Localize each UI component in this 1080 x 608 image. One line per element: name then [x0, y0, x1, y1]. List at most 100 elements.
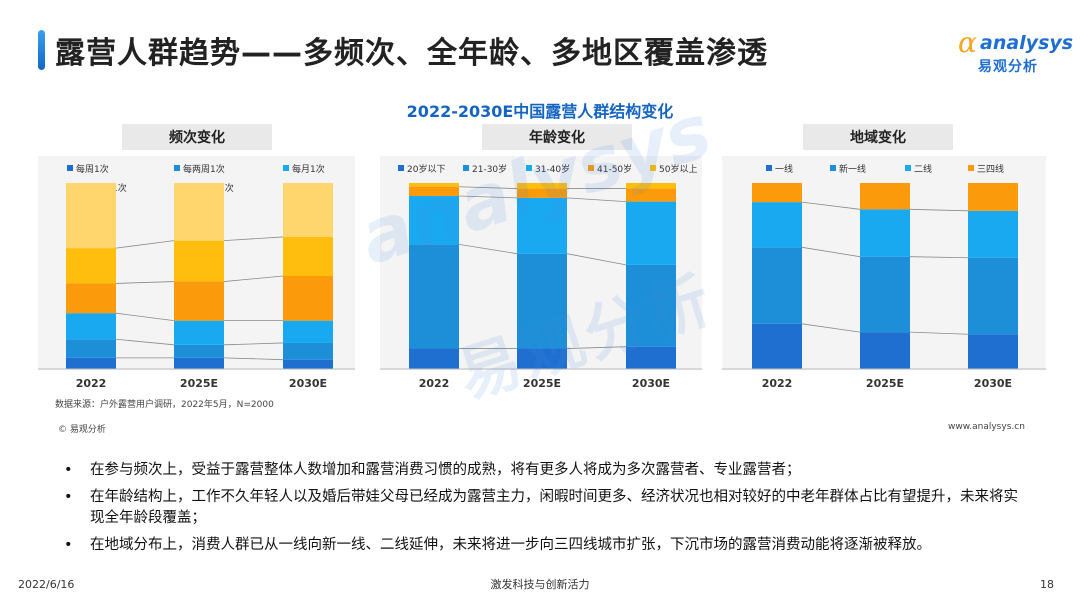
bar-segment-1-1-2	[517, 197, 567, 254]
bar-segment-1-1-3	[517, 188, 567, 198]
logo-cn-text: 易观分析	[978, 59, 1038, 75]
bar-segment-0-0-1	[66, 339, 116, 358]
legend-label-1-2: 31-40岁	[535, 163, 570, 175]
bar-segment-2-1-1	[860, 256, 910, 333]
x-tick-label-1-2: 2030E	[632, 377, 670, 390]
bar-segment-1-1-4	[517, 183, 567, 189]
bullet-age: 在年龄结构上，工作不久年轻人以及婚后带娃父母已经成为露营主力，闲暇时间更多、经济…	[62, 487, 1022, 529]
legend-swatch-1-1	[463, 165, 469, 171]
bar-segment-1-0-0	[409, 348, 459, 369]
connector-line-2-1-1	[909, 256, 969, 259]
x-tick-label-1-1: 2025E	[523, 377, 561, 390]
panel-title-box-2	[803, 124, 953, 150]
bar-segment-0-2-3	[283, 276, 333, 321]
bar-segment-2-0-1	[752, 247, 802, 324]
bar-segment-1-2-2	[626, 201, 676, 265]
website: www.analysys.cn	[948, 422, 1025, 432]
data-source: 数据来源：户外露营用户调研，2022年5月，N=2000	[55, 400, 274, 410]
logo-text: analysys	[980, 32, 1074, 54]
bar-segment-0-2-5	[283, 183, 333, 237]
bar-segment-1-0-4	[409, 183, 459, 187]
title-accent-bar	[38, 30, 45, 70]
legend-label-2-0: 一线	[775, 163, 793, 175]
bar-segment-0-2-4	[283, 236, 333, 276]
logo-swoosh-icon: ɑ	[958, 26, 977, 59]
page-title: 露营人群趋势——多频次、全年龄、多地区覆盖渗透	[55, 36, 768, 71]
legend-swatch-2-1	[830, 165, 836, 171]
bar-segment-2-1-0	[860, 332, 910, 369]
legend-swatch-1-4	[650, 165, 656, 171]
bar-segment-2-0-3	[752, 183, 802, 203]
legend-swatch-2-3	[968, 165, 974, 171]
bar-segment-0-1-2	[174, 320, 224, 345]
panel-title-2: 地域变化	[850, 129, 906, 146]
bar-segment-0-0-3	[66, 283, 116, 314]
x-tick-label-2-2: 2030E	[974, 377, 1012, 390]
legend-label-0-0: 每周1次	[76, 163, 109, 175]
connector-line-1-0-2	[458, 195, 518, 199]
bar-segment-2-2-0	[968, 334, 1018, 369]
connector-line-2-1-2	[909, 208, 969, 212]
bullet-list: 在参与频次上，受益于露营整体人数增加和露营消费习惯的成熟，将有更多人将成为多次露…	[62, 460, 1022, 562]
bar-segment-0-1-4	[174, 240, 224, 282]
legend-label-2-1: 新一线	[839, 163, 866, 175]
bar-segment-2-2-1	[968, 257, 1018, 335]
connector-line-0-1-1	[223, 342, 284, 346]
connector-line-2-0-2	[801, 201, 861, 210]
panel-title-1: 年龄变化	[529, 129, 585, 146]
bar-segment-1-2-3	[626, 188, 676, 202]
bar-segment-0-0-4	[66, 248, 116, 284]
legend-swatch-2-2	[905, 165, 911, 171]
legend-label-0-1: 每两周1次	[183, 163, 225, 175]
bar-segment-0-1-3	[174, 281, 224, 321]
legend-swatch-0-1	[174, 165, 180, 171]
page-number: 18	[1040, 578, 1054, 591]
legend-swatch-1-3	[588, 165, 594, 171]
footer-date: 2022/6/16	[18, 578, 75, 591]
legend-swatch-1-0	[398, 165, 404, 171]
x-tick-label-2-1: 2025E	[866, 377, 904, 390]
connector-line-1-1-0	[566, 346, 627, 349]
connector-line-2-1-0	[909, 331, 969, 335]
charts-canvas: 频次变化每周1次每两周1次每月1次每两个月1次每半年1-2次不定期2022202…	[38, 124, 1046, 390]
connector-line-0-0-1	[115, 338, 175, 346]
bar-segment-2-1-3	[860, 183, 910, 210]
bar-segment-2-1-2	[860, 209, 910, 257]
panel-title-box-0	[122, 124, 272, 150]
panel-title-0: 频次变化	[169, 129, 225, 146]
bar-segment-1-0-2	[409, 196, 459, 245]
connector-line-0-0-3	[115, 281, 175, 284]
connector-line-0-1-4	[223, 236, 284, 242]
bullet-region: 在地域分布上，消费人群已从一线向新一线、二线延伸，未来将进一步向三四线城市扩张，…	[62, 535, 1022, 556]
bar-segment-1-0-1	[409, 244, 459, 349]
bar-segment-2-0-0	[752, 323, 802, 369]
bar-segment-1-1-1	[517, 253, 567, 349]
legend-swatch-1-2	[526, 165, 532, 171]
bar-segment-0-2-2	[283, 320, 333, 343]
footer-slogan: 激发科技与创新活力	[490, 578, 590, 591]
bar-segment-0-1-5	[174, 183, 224, 241]
connector-line-0-0-4	[115, 240, 175, 249]
connector-line-1-0-3	[458, 186, 518, 189]
bar-segment-1-1-0	[517, 348, 567, 369]
legend-swatch-0-0	[67, 165, 73, 171]
copyright: © 易观分析	[58, 425, 106, 435]
bar-segment-0-1-1	[174, 344, 224, 358]
x-tick-label-2-0: 2022	[762, 377, 793, 390]
bar-segment-2-2-3	[968, 183, 1018, 211]
bar-segment-0-2-0	[283, 359, 333, 369]
bar-segment-2-0-2	[752, 202, 802, 248]
bar-segment-0-0-2	[66, 313, 116, 340]
connector-line-2-0-0	[801, 323, 861, 333]
legend-label-1-4: 50岁以上	[659, 163, 697, 175]
legend-label-0-2: 每月1次	[292, 163, 325, 175]
bar-segment-1-2-0	[626, 346, 676, 369]
legend-label-1-0: 20岁以下	[407, 163, 445, 175]
connector-line-1-1-2	[566, 197, 627, 202]
legend-label-1-1: 21-30岁	[472, 163, 507, 175]
connector-line-0-1-3	[223, 275, 284, 282]
bullet-frequency: 在参与频次上，受益于露营整体人数增加和露营消费习惯的成熟，将有更多人将成为多次露…	[62, 460, 1022, 481]
bar-segment-1-0-3	[409, 186, 459, 197]
x-tick-label-1-0: 2022	[419, 377, 450, 390]
chart-title: 2022-2030E中国露营人群结构变化	[406, 102, 674, 121]
